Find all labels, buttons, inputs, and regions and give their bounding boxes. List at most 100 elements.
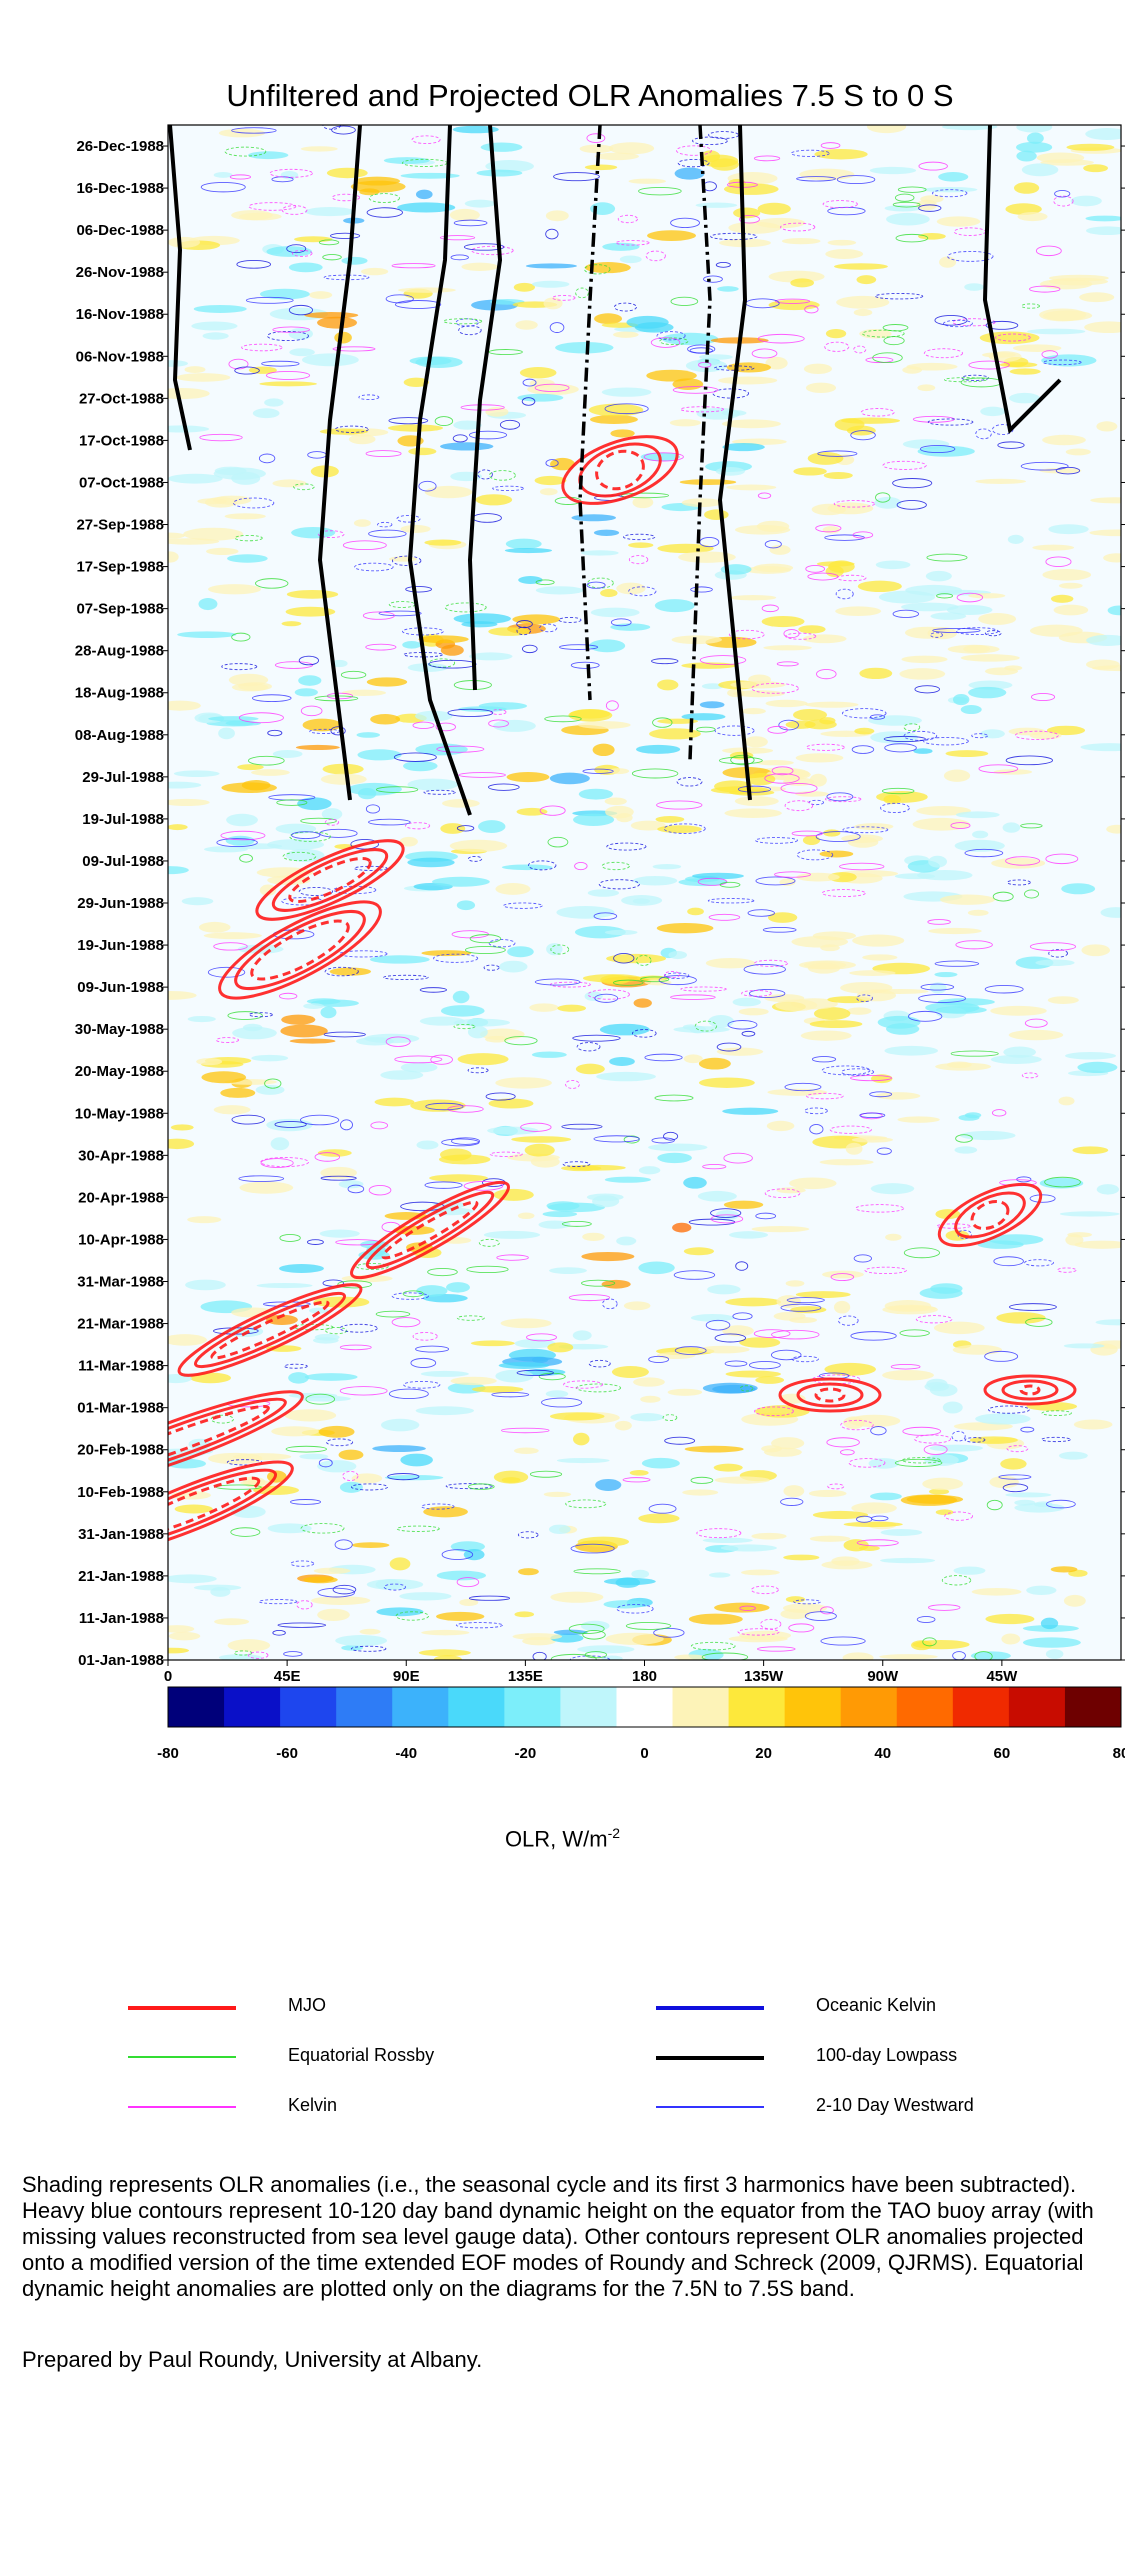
olr-anomaly-cell	[545, 210, 569, 222]
projected-olr-contour	[456, 825, 475, 832]
olr-anomaly-cell	[203, 932, 262, 940]
projected-olr-contour	[623, 533, 656, 541]
olr-anomaly-cell	[610, 429, 635, 438]
projected-olr-contour	[881, 787, 915, 795]
olr-anomaly-cell	[225, 720, 254, 726]
olr-anomaly-cell	[539, 488, 558, 496]
projected-olr-contour	[267, 729, 283, 737]
projected-olr-contour	[892, 609, 920, 618]
olr-anomaly-cell	[319, 428, 369, 435]
olr-anomaly-cell	[611, 1365, 649, 1378]
y-tick-label: 08-Aug-1988	[75, 727, 164, 744]
lowpass-contour	[982, 125, 1062, 435]
projected-olr-contour	[593, 1135, 640, 1143]
olr-anomaly-cell	[717, 286, 739, 292]
projected-olr-contour	[680, 406, 725, 413]
projected-olr-contour	[872, 352, 903, 364]
projected-olr-contour	[833, 500, 875, 508]
projected-olr-contour	[747, 909, 775, 917]
olr-anomaly-cell	[389, 1557, 411, 1571]
olr-anomaly-shading	[168, 125, 1121, 1660]
projected-olr-contour	[853, 345, 867, 354]
mjo-contour	[796, 1382, 864, 1408]
olr-anomaly-cell	[389, 556, 418, 562]
olr-anomaly-cell	[518, 1568, 539, 1576]
projected-olr-contour	[829, 1125, 872, 1134]
projected-olr-contour	[703, 275, 723, 283]
olr-anomaly-cell	[538, 1220, 571, 1229]
olr-anomaly-cell	[738, 1008, 769, 1016]
olr-anomaly-cell	[424, 539, 462, 546]
projected-olr-contour	[483, 964, 500, 971]
olr-anomaly-cell	[294, 688, 318, 697]
olr-anomaly-cell	[415, 356, 463, 368]
projected-olr-contour	[229, 174, 252, 180]
lowpass-contour	[717, 125, 752, 801]
projected-olr-contour	[331, 193, 361, 202]
olr-anomaly-cell	[980, 406, 1006, 417]
olr-anomaly-cell	[400, 524, 431, 533]
olr-anomaly-cell	[1026, 132, 1044, 144]
projected-olr-contour	[547, 836, 569, 848]
projected-olr-contour	[702, 1164, 727, 1170]
projected-olr-contour	[676, 777, 703, 787]
olr-anomaly-cell	[191, 321, 238, 331]
olr-anomaly-cell	[338, 1180, 364, 1189]
colorbar-tick-label: 0	[640, 1745, 648, 1762]
projected-olr-contour	[1045, 853, 1079, 865]
projected-olr-contour	[1025, 1317, 1053, 1327]
olr-anomaly-cell	[991, 857, 1046, 869]
projected-olr-contour	[356, 1263, 389, 1270]
projected-olr-contour	[365, 804, 381, 814]
projected-olr-contour	[662, 1414, 678, 1422]
olr-anomaly-cell	[461, 621, 498, 628]
colorbar-tick-label: 60	[994, 1745, 1011, 1762]
projected-olr-contour	[932, 627, 981, 634]
olr-anomaly-cell	[168, 798, 210, 807]
olr-anomaly-cell	[985, 1613, 1035, 1625]
olr-anomaly-cell	[608, 768, 630, 775]
projected-olr-contour	[535, 579, 555, 586]
projected-olr-contour	[342, 1470, 359, 1481]
olr-anomaly-cell	[1096, 421, 1118, 432]
olr-anomaly-cell	[807, 451, 844, 465]
olr-anomaly-cell	[1050, 1566, 1078, 1573]
olr-anomaly-cell	[446, 1282, 470, 1293]
projected-olr-contour	[856, 994, 873, 1003]
projected-olr-contour	[692, 136, 728, 146]
olr-anomaly-cell	[573, 813, 615, 826]
olr-anomaly-cell	[773, 1311, 806, 1321]
projected-olr-contour	[430, 1054, 453, 1065]
projected-olr-contour	[388, 1388, 429, 1400]
olr-anomaly-cell	[453, 613, 511, 625]
olr-anomaly-cell	[168, 1631, 201, 1641]
olr-anomaly-cell	[802, 835, 821, 845]
projected-olr-contour	[751, 682, 799, 694]
projected-olr-contour	[368, 193, 400, 204]
olr-anomaly-cell	[859, 667, 893, 680]
projected-olr-contour	[283, 1651, 303, 1657]
mjo-contour	[234, 909, 366, 991]
projected-olr-contour	[274, 661, 314, 669]
projected-olr-contour	[950, 1050, 999, 1057]
olr-anomaly-cell	[501, 1477, 521, 1483]
projected-olr-contour	[943, 377, 987, 383]
legend-label-kelvin: Kelvin	[288, 2095, 338, 2115]
olr-anomaly-cell	[1077, 1061, 1118, 1073]
olr-anomaly-cell	[678, 551, 736, 563]
projected-olr-contour	[504, 1036, 538, 1046]
olr-anomaly-cell	[699, 701, 725, 709]
olr-anomaly-cell	[399, 1592, 452, 1601]
olr-anomaly-cell	[168, 990, 197, 1000]
olr-anomaly-cell	[933, 1321, 985, 1335]
olr-anomaly-cell	[380, 1070, 424, 1080]
mjo-contour	[218, 900, 382, 1000]
projected-olr-contour	[716, 1042, 742, 1052]
projected-olr-contour	[215, 1037, 240, 1043]
olr-anomaly-cell	[499, 960, 528, 973]
olr-anomaly-cell	[632, 496, 654, 509]
olr-anomaly-cell	[231, 471, 261, 485]
projected-olr-contour	[550, 944, 570, 955]
olr-anomaly-cell	[874, 496, 902, 509]
olr-anomaly-cell	[942, 1401, 963, 1414]
